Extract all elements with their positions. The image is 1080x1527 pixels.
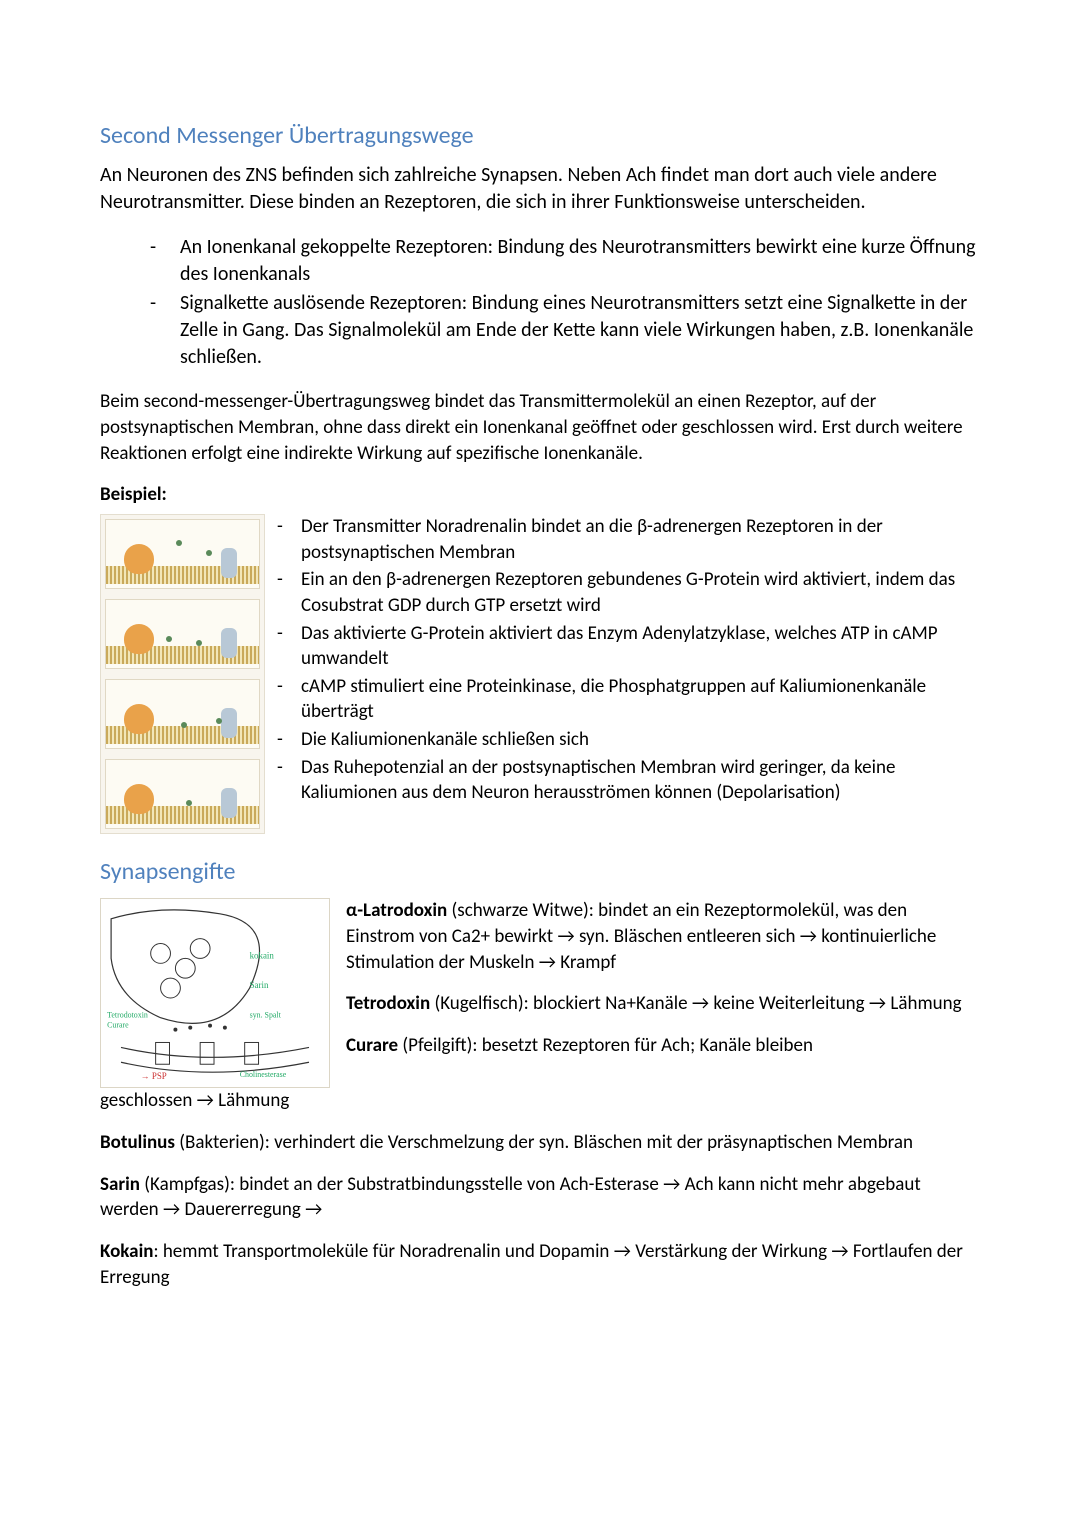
arrow-icon: → (539, 951, 556, 974)
botulinus-name: Botulinus (100, 1131, 175, 1154)
intro-paragraph: An Neuronen des ZNS befinden sich zahlre… (100, 162, 980, 216)
membrane-panel-1 (105, 519, 260, 589)
arrow-icon: → (663, 1173, 680, 1196)
list-item: Das Ruhepotenzial an der postsynaptische… (277, 755, 980, 806)
synapsengifte-text: α-Latrodoxin (schwarze Witwe): bindet an… (346, 898, 980, 1058)
membrane-panel-3 (105, 679, 260, 749)
arrow-icon: → (163, 1198, 180, 1221)
synapse-sketch-image: kokain Sarin syn. Spalt Cholinesterase →… (100, 898, 330, 1088)
sarin-entry: Sarin (Kampfgas): bindet an der Substrat… (100, 1172, 980, 1223)
arrow-icon: → (197, 1089, 214, 1112)
text: syn. Bläschen entleeren sich (575, 925, 800, 948)
receptor-types-list: An Ionenkanal gekoppelte Rezeptoren: Bin… (100, 234, 980, 371)
tetrodoxin-name: Tetrodoxin (346, 992, 430, 1015)
list-item: Die Kaliumionenkanäle schließen sich (277, 727, 980, 753)
list-item: An Ionenkanal gekoppelte Rezeptoren: Bin… (150, 234, 980, 288)
text: Krampf (556, 951, 616, 974)
text: (Pfeilgift): besetzt Rezeptoren für Ach;… (398, 1034, 813, 1057)
text: Verstärkung der Wirkung (631, 1240, 831, 1263)
arrow-icon: → (305, 1198, 322, 1221)
svg-text:syn. Spalt: syn. Spalt (250, 1011, 282, 1020)
text: : hemmt Transportmoleküle für Noradrenal… (153, 1240, 613, 1263)
svg-text:Cholinesterase: Cholinesterase (240, 1070, 287, 1079)
svg-text:Curare: Curare (107, 1021, 129, 1030)
text: (Bakterien): verhindert die Verschmelzun… (175, 1131, 913, 1154)
text: (Kugelfisch): blockiert Na+Kanäle (430, 992, 692, 1015)
arrow-icon: → (831, 1240, 848, 1263)
text: Dauererregung (180, 1198, 305, 1221)
kokain-name: Kokain (100, 1240, 153, 1263)
heading-synapsengifte: Synapsengifte (100, 856, 980, 888)
svg-text:→ PSP: → PSP (141, 1071, 167, 1081)
text: Lähmung (886, 992, 961, 1015)
latrodoxin-name: α-Latrodoxin (346, 899, 447, 922)
membrane-panel-4 (105, 759, 260, 829)
curare-continuation: geschlossen → Lähmung (100, 1088, 980, 1114)
heading-second-messenger: Second Messenger Übertragungswege (100, 120, 980, 152)
arrow-icon: → (557, 925, 574, 948)
list-item: Das aktivierte G-Protein aktiviert das E… (277, 621, 980, 672)
text: (Kampfgas): bindet an der Substratbindun… (140, 1173, 663, 1196)
sarin-name: Sarin (100, 1173, 140, 1196)
kokain-entry: Kokain: hemmt Transportmoleküle für Nora… (100, 1239, 980, 1290)
arrow-icon: → (869, 992, 886, 1015)
text: Lähmung (214, 1089, 289, 1112)
latrodoxin-entry: α-Latrodoxin (schwarze Witwe): bindet an… (346, 898, 980, 975)
svg-text:Sarin: Sarin (250, 980, 269, 990)
svg-text:kokain: kokain (250, 951, 275, 961)
svg-text:Tetrodotoxin: Tetrodotoxin (107, 1011, 148, 1020)
list-item: Signalkette auslösende Rezeptoren: Bindu… (150, 290, 980, 371)
beispiel-block: Der Transmitter Noradrenalin bindet an d… (100, 514, 980, 834)
beispiel-label: Beispiel: (100, 482, 980, 508)
beispiel-steps-list: Der Transmitter Noradrenalin bindet an d… (277, 514, 980, 808)
curare-entry: Curare (Pfeilgift): besetzt Rezeptoren f… (346, 1033, 980, 1059)
list-item: cAMP stimuliert eine Proteinkinase, die … (277, 674, 980, 725)
text: geschlossen (100, 1089, 197, 1112)
tetrodoxin-entry: Tetrodoxin (Kugelfisch): blockiert Na+Ka… (346, 991, 980, 1017)
membrane-diagram-image (100, 514, 265, 834)
text: keine Weiterleitung (709, 992, 869, 1015)
arrow-icon: → (692, 992, 709, 1015)
arrow-icon: → (800, 925, 817, 948)
synapsengifte-block: kokain Sarin syn. Spalt Cholinesterase →… (100, 898, 980, 1088)
list-item: Der Transmitter Noradrenalin bindet an d… (277, 514, 980, 565)
second-messenger-paragraph: Beim second-messenger-Übertragungsweg bi… (100, 389, 980, 466)
botulinus-entry: Botulinus (Bakterien): verhindert die Ve… (100, 1130, 980, 1156)
membrane-panel-2 (105, 599, 260, 669)
list-item: Ein an den β-adrenergen Rezeptoren gebun… (277, 567, 980, 618)
curare-name: Curare (346, 1034, 398, 1057)
arrow-icon: → (614, 1240, 631, 1263)
